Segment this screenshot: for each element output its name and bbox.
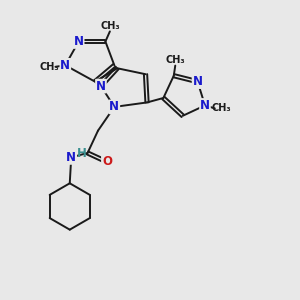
- Text: N: N: [66, 151, 76, 164]
- Text: CH₃: CH₃: [100, 21, 120, 31]
- Text: O: O: [102, 155, 112, 168]
- Text: CH₃: CH₃: [212, 103, 231, 113]
- Text: CH₃: CH₃: [166, 55, 185, 65]
- Text: H: H: [77, 147, 87, 160]
- Text: N: N: [109, 100, 119, 113]
- Text: N: N: [193, 75, 202, 88]
- Text: N: N: [74, 35, 84, 48]
- Text: N: N: [60, 59, 70, 72]
- Text: N: N: [96, 80, 106, 93]
- Text: N: N: [200, 99, 210, 112]
- Text: CH₃: CH₃: [39, 62, 59, 72]
